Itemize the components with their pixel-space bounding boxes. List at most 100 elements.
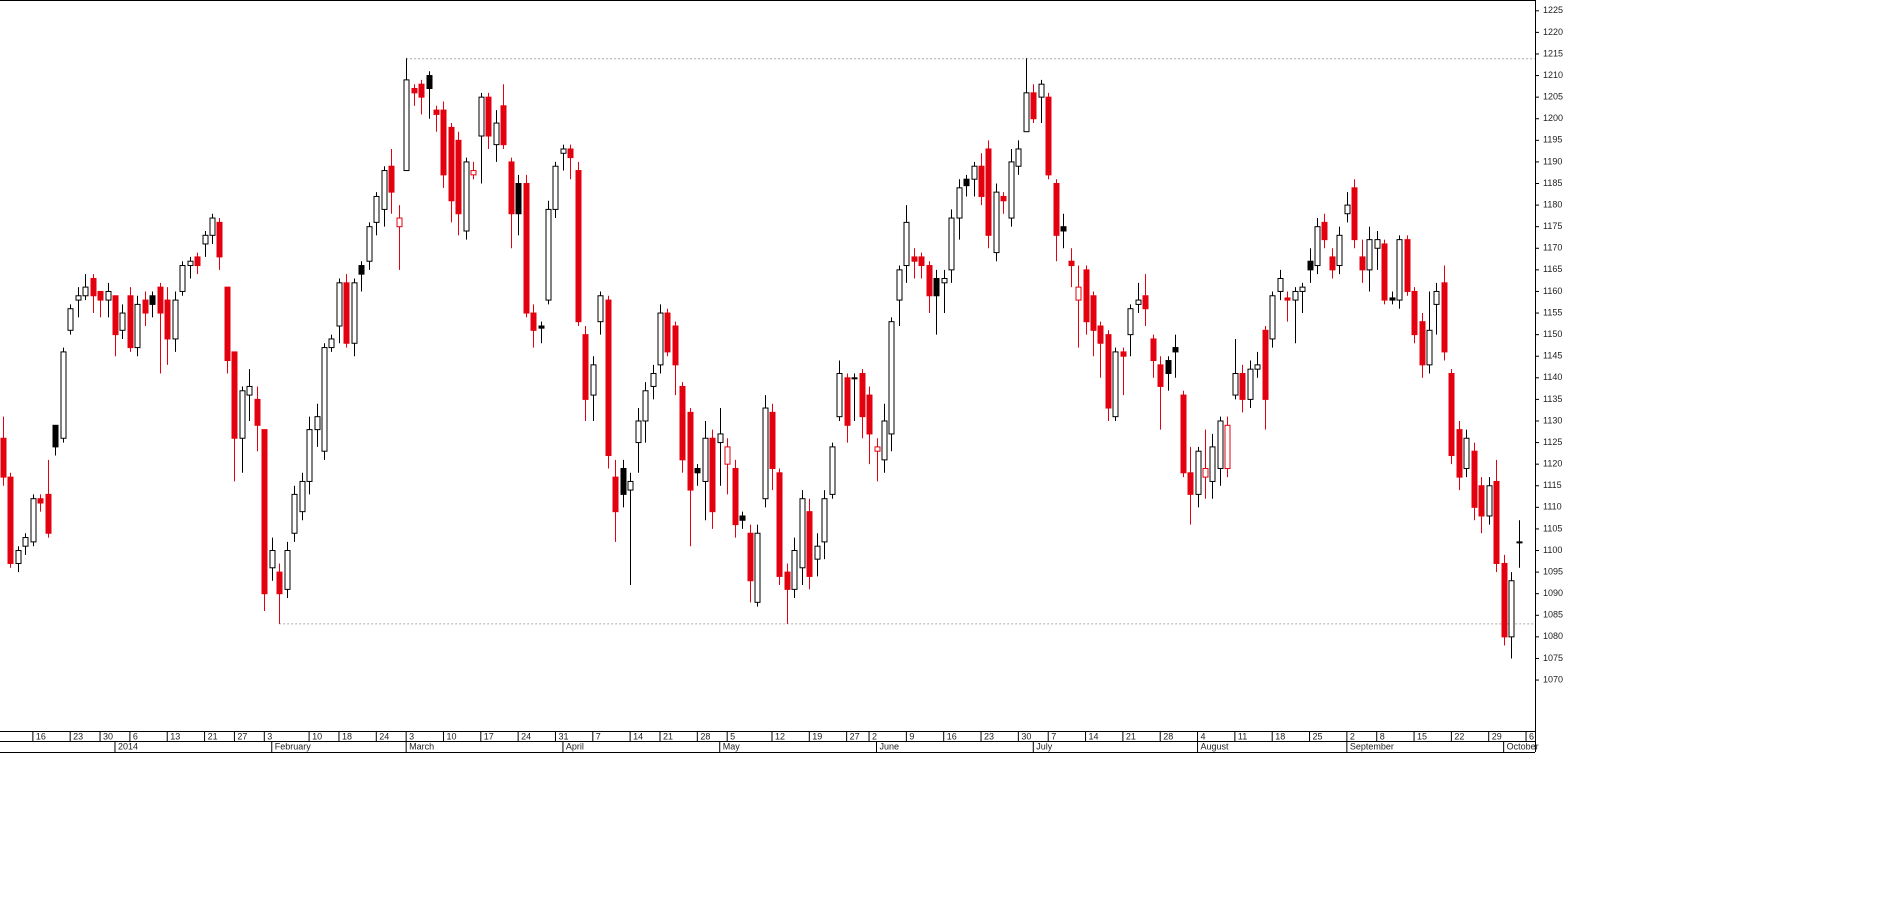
x-tick-label: 24 [521,731,531,741]
candle-body [254,398,261,426]
candle-body [1195,450,1202,495]
candle-body [590,364,597,396]
candle-body [246,385,253,396]
y-tick-label: 1070 [1543,674,1563,684]
candle-body [896,269,903,301]
x-tick-label: 19 [812,731,822,741]
month-label: July [1036,741,1053,751]
candle-body [1262,329,1269,400]
candle-body [343,282,350,344]
x-tick-label: 14 [1089,731,1099,741]
candle-body [321,347,328,452]
candle-body [269,550,276,569]
candle-body [545,208,552,301]
candle-body [657,312,664,366]
x-tick-label: 8 [1380,731,1385,741]
x-tick-label: 27 [237,731,247,741]
candle-body [418,83,425,98]
candle-body [1187,472,1194,495]
x-tick-label: 21 [208,731,218,741]
candle-body [1165,360,1172,374]
candle-body [358,265,365,275]
x-tick-label: 15 [1417,731,1427,741]
candle-body [75,295,82,301]
candle-body [799,498,806,569]
candle-body [1411,290,1418,336]
candle-body [463,161,470,232]
x-tick-label: 27 [850,731,860,741]
candle-body [1299,286,1306,292]
candle-body [530,312,537,331]
candle-body [993,191,1000,254]
x-tick-label: 25 [1313,731,1323,741]
candle-body [978,165,985,197]
candle-body [455,139,462,215]
candle-body [1112,351,1119,418]
candle-body [67,308,74,331]
y-tick-label: 1225 [1543,5,1563,15]
candle-body [762,407,769,500]
x-tick-label: 29 [1492,731,1502,741]
month-label: June [880,741,900,751]
candle-body [508,161,515,215]
x-tick-label: 31 [558,731,568,741]
candle-body [1486,485,1493,517]
candle-body [172,299,179,340]
candle-body [216,221,223,258]
candle-body [567,148,574,159]
candle-body [179,265,186,292]
y-tick-label: 1090 [1543,588,1563,598]
y-tick-label: 1195 [1543,135,1562,145]
candle-body [784,571,791,590]
x-tick-label: 18 [1275,731,1285,741]
candle-body [60,351,67,439]
candle-body [1202,467,1209,478]
candle-body [1030,92,1037,120]
x-tick-label: 12 [775,731,785,741]
y-tick-label: 1075 [1543,653,1563,663]
x-tick-label: 30 [103,731,113,741]
candle-body [426,75,433,90]
candle-body [15,550,22,564]
candle-body [888,321,895,435]
candle-body [433,109,440,115]
candle-body [22,537,29,547]
candle-body [411,88,418,94]
month-label: August [1201,741,1230,751]
candle-body [1232,372,1239,396]
candle-body [941,277,948,284]
x-tick-label: 22 [1454,731,1464,741]
candle-body [552,165,559,210]
y-tick-label: 1130 [1543,415,1562,425]
candle-body [134,303,141,349]
candle-body [911,256,918,262]
candle-body [1441,282,1448,353]
y-tick-label: 1140 [1543,372,1562,382]
y-tick-label: 1205 [1543,92,1563,102]
candle-body [836,372,843,418]
candle-body [1404,239,1411,292]
candle-body [1478,485,1485,517]
candle-body [717,433,724,444]
candle-body [448,126,455,202]
candle-body [0,437,7,478]
candle-body [90,277,97,297]
x-tick-label: 2 [872,731,877,741]
candle-body [1396,239,1403,301]
month-label: April [566,741,584,751]
x-tick-label: 16 [947,731,957,741]
candle-body [866,394,873,435]
candle-body [299,480,306,513]
candle-body [1105,334,1112,409]
candle-body [732,467,739,526]
candle-body [881,420,888,461]
candle-body [388,165,395,193]
candle-body [1045,96,1052,176]
candle-body [142,299,149,314]
candle-body [1038,83,1045,98]
candle-body [1344,204,1351,215]
y-tick-label: 1115 [1543,480,1562,490]
candle-body [1433,290,1440,305]
candle-body [821,498,828,543]
